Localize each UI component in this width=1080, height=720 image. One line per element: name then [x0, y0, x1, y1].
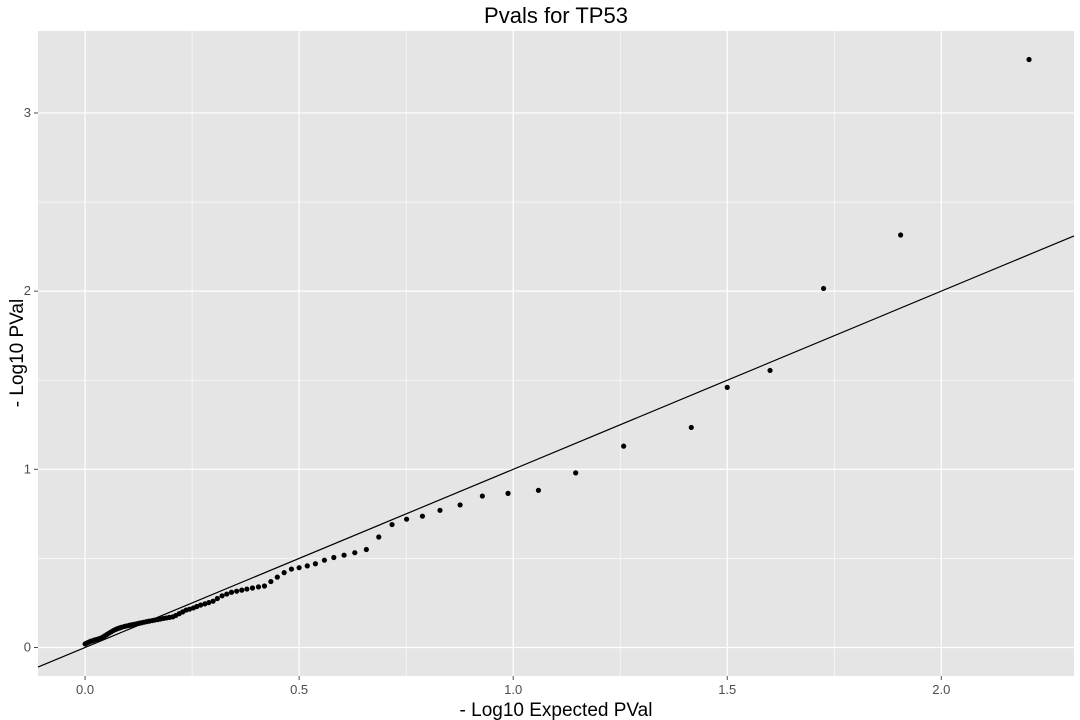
data-point [224, 591, 230, 597]
x-tick-label: 2.0 [932, 682, 950, 697]
data-point [261, 583, 268, 589]
data-point [403, 516, 410, 522]
reference-line [37, 235, 1075, 668]
x-tick-label: 1.0 [504, 682, 522, 697]
data-point [479, 493, 485, 499]
x-tick-label: 1.5 [718, 682, 736, 697]
data-point [437, 507, 443, 513]
data-point [234, 588, 240, 594]
data-point [376, 534, 382, 540]
data-point [281, 570, 287, 576]
x-axis-ticks: 0.0 0.5 1.0 1.5 2.0 [76, 676, 950, 697]
data-point [288, 566, 295, 572]
y-tick-label: 0 [24, 639, 31, 654]
data-point [274, 574, 280, 580]
data-point [304, 563, 310, 569]
data-point [1026, 56, 1032, 63]
major-gridlines [38, 31, 1074, 676]
data-points [82, 56, 1032, 647]
data-point [255, 584, 262, 590]
data-point [341, 552, 347, 558]
data-point [321, 557, 327, 563]
data-point [535, 487, 542, 493]
data-point [767, 367, 773, 374]
data-point [820, 285, 827, 292]
data-point [219, 593, 225, 599]
data-point [198, 602, 204, 608]
data-point [457, 502, 463, 508]
chart-title: Pvals for TP53 [484, 3, 628, 28]
data-point [249, 585, 256, 591]
y-tick-label: 3 [24, 105, 31, 120]
data-point [206, 599, 212, 606]
data-point [268, 578, 274, 585]
data-point [898, 232, 904, 238]
data-point [244, 586, 250, 592]
data-point [296, 565, 302, 571]
minor-gridlines [38, 31, 1074, 676]
data-point [505, 490, 511, 496]
plot-panel [38, 31, 1074, 676]
data-point [573, 470, 579, 476]
x-axis-label: - Log10 Expected PVal [460, 700, 653, 720]
data-point [210, 598, 216, 604]
y-tick-label: 2 [24, 283, 31, 298]
data-point [688, 424, 694, 431]
data-point [419, 513, 426, 519]
data-point [363, 546, 369, 553]
data-point [228, 589, 235, 595]
data-point [239, 587, 245, 593]
y-tick-label: 1 [24, 461, 31, 476]
data-point [352, 550, 358, 556]
data-point [214, 595, 220, 602]
y-axis-ticks: 0 1 2 3 [24, 105, 38, 654]
data-point [331, 554, 337, 561]
data-point [724, 384, 730, 390]
data-point [312, 561, 319, 567]
x-tick-label: 0.5 [290, 682, 308, 697]
x-tick-label: 0.0 [76, 682, 94, 697]
data-point [389, 521, 395, 528]
y-axis-label: - Log10 PVal [7, 299, 28, 407]
data-point [621, 443, 627, 449]
